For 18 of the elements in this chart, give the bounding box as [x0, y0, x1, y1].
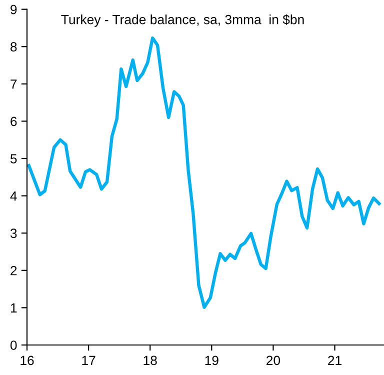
x-tick-label: 21	[328, 356, 342, 365]
y-tick-label: 1	[10, 303, 17, 312]
y-tick-label: 9	[10, 4, 17, 14]
y-tick-label: 5	[10, 154, 17, 164]
chart-title: Turkey - Trade balance, sa, 3mma in $bn	[61, 14, 304, 27]
y-tick-label: 8	[10, 42, 17, 52]
y-tick-label: 0	[10, 340, 17, 350]
y-tick-label: 2	[10, 266, 17, 276]
x-tick-label: 18	[144, 356, 157, 366]
y-tick-label: 4	[10, 192, 17, 201]
y-tick-label: 3	[10, 228, 17, 238]
y-tick-label: 7	[10, 80, 17, 89]
x-tick-label: 17	[82, 356, 96, 365]
x-tick-label: 19	[205, 356, 218, 366]
y-tick-label: 6	[10, 116, 17, 126]
x-tick-label: 20	[266, 356, 280, 366]
x-tick-label: 16	[20, 356, 34, 366]
line-series	[27, 36, 381, 309]
